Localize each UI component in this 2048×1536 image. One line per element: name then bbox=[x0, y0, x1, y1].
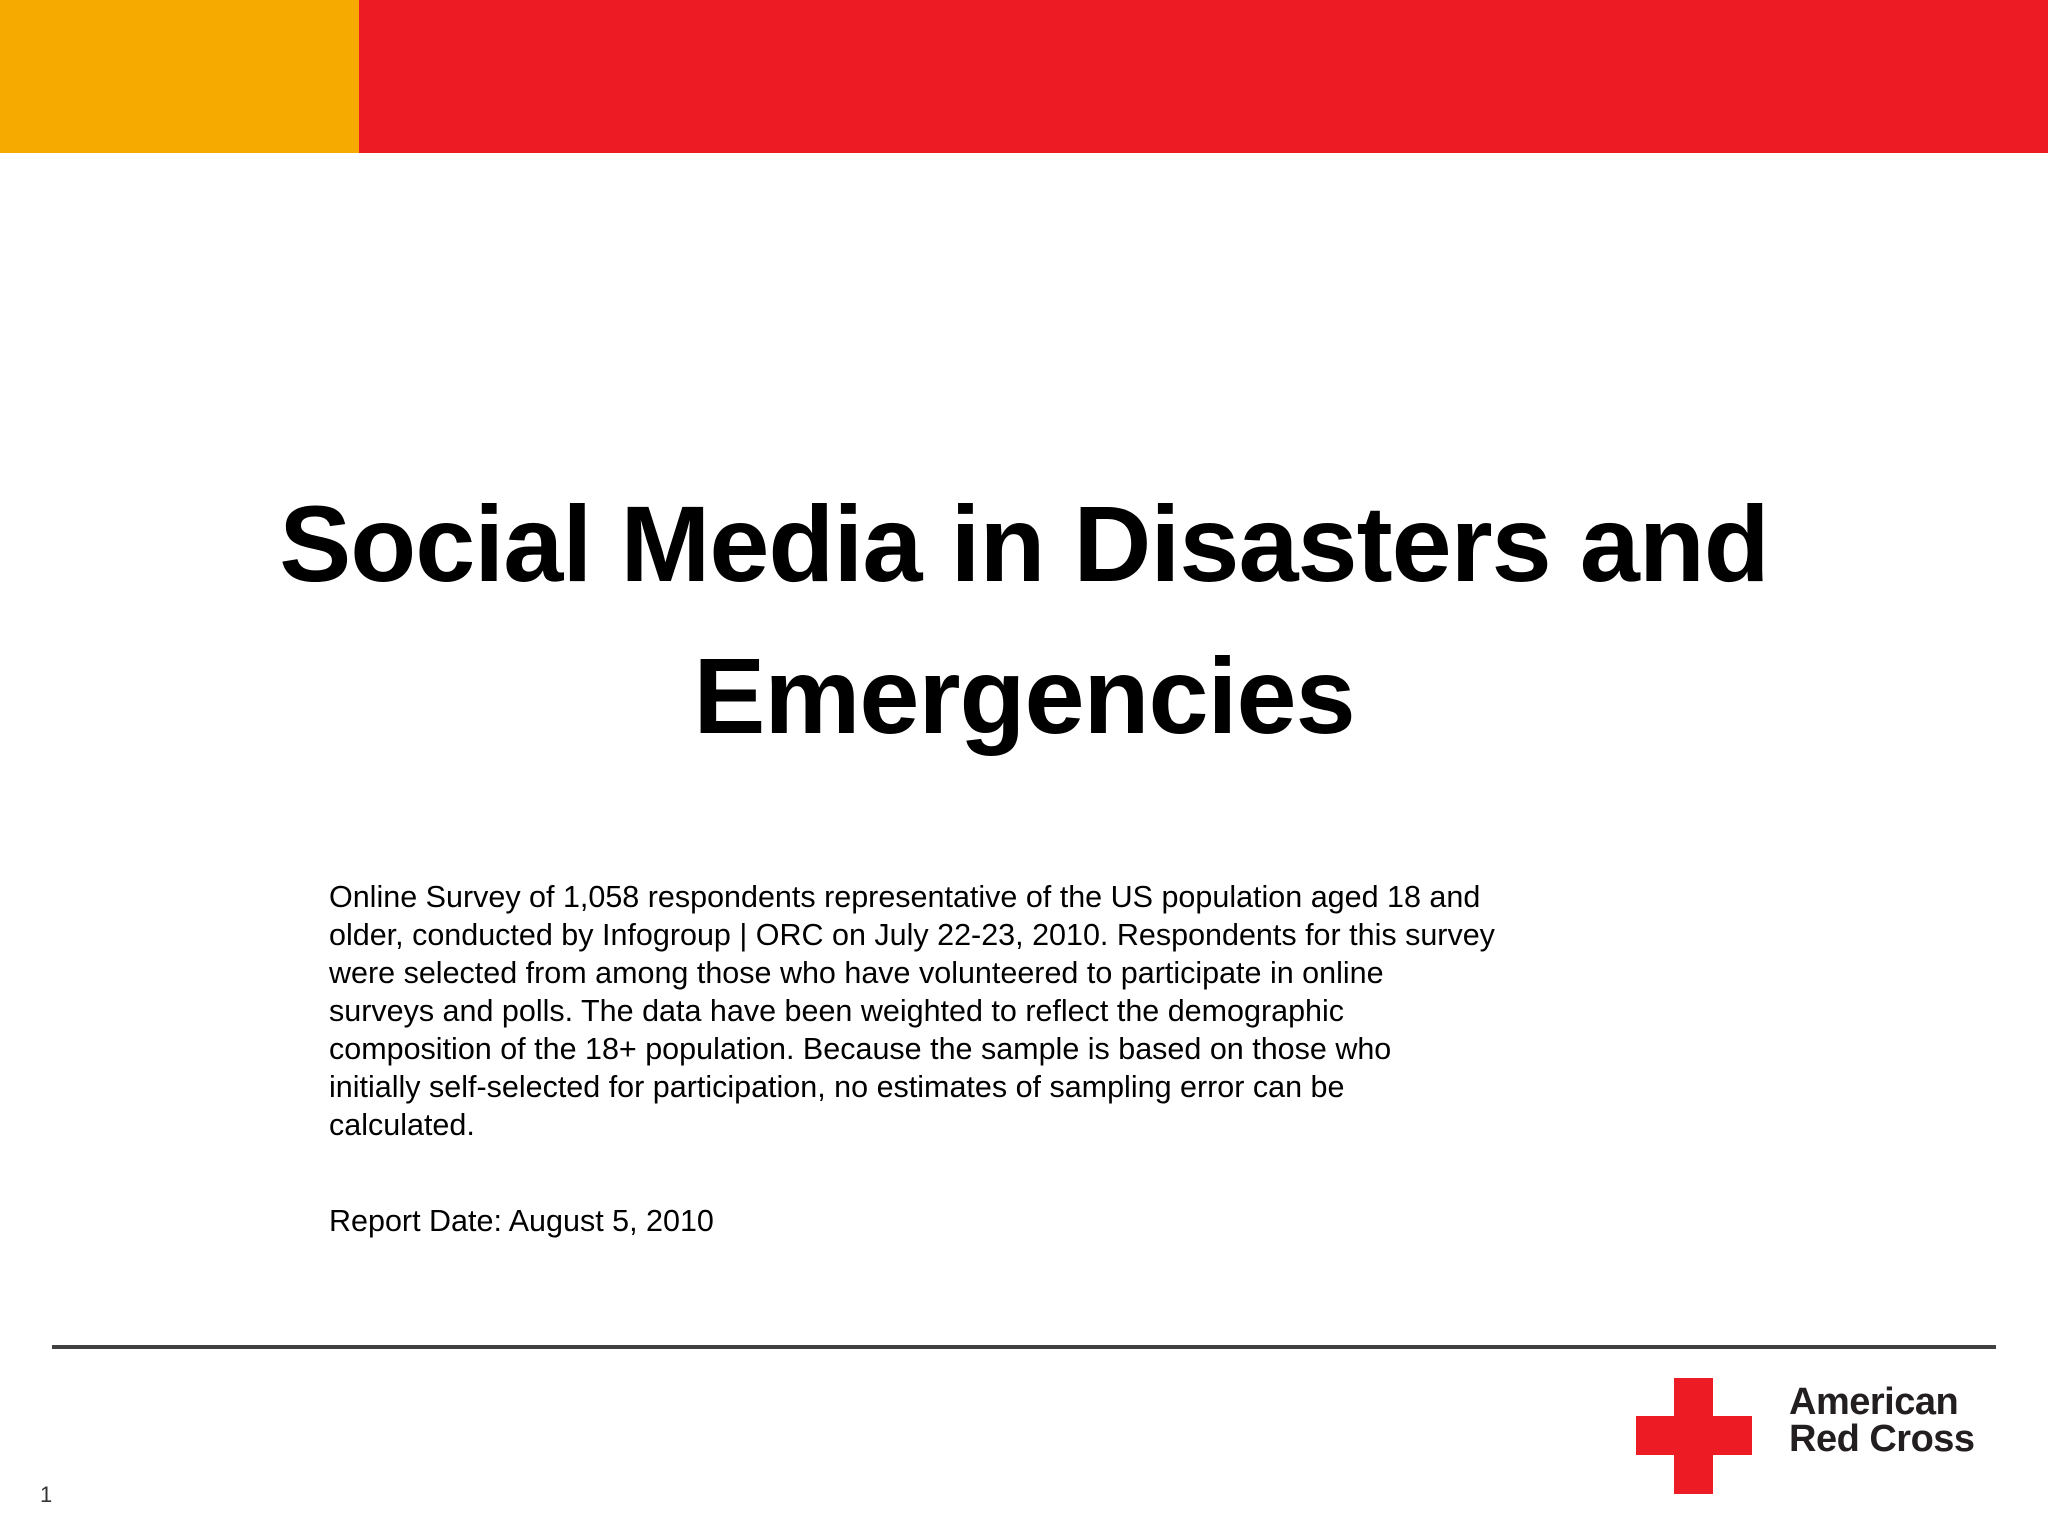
report-date: Report Date: August 5, 2010 bbox=[329, 1204, 714, 1238]
description-line: initially self-selected for participatio… bbox=[329, 1070, 1345, 1104]
page-number: 1 bbox=[40, 1482, 53, 1507]
description-line: calculated. bbox=[329, 1108, 475, 1142]
logo-line-1: American bbox=[1789, 1381, 1959, 1423]
slide-title: Social Media in Disasters and Emergencie… bbox=[0, 468, 2048, 772]
header-red-bar bbox=[359, 0, 2048, 153]
title-line-1: Social Media in Disasters and bbox=[279, 483, 1770, 604]
logo-wordmark: American Red Cross bbox=[1789, 1381, 1975, 1460]
description-line: surveys and polls. The data have been we… bbox=[329, 994, 1345, 1028]
description-line: were selected from among those who have … bbox=[329, 956, 1384, 990]
logo-line-2: Red Cross bbox=[1789, 1418, 1975, 1460]
description-line: composition of the 18+ population. Becau… bbox=[329, 1032, 1392, 1066]
title-line-2: Emergencies bbox=[693, 635, 1355, 756]
description-line: Online Survey of 1,058 respondents repre… bbox=[329, 880, 1481, 914]
survey-description: Online Survey of 1,058 respondents repre… bbox=[329, 878, 1495, 1144]
header-orange-bar bbox=[0, 0, 359, 153]
footer-divider bbox=[52, 1345, 1996, 1349]
red-cross-icon bbox=[1636, 1378, 1752, 1494]
cross-horizontal bbox=[1636, 1416, 1752, 1455]
description-line: older, conducted by Infogroup | ORC on J… bbox=[329, 918, 1495, 952]
